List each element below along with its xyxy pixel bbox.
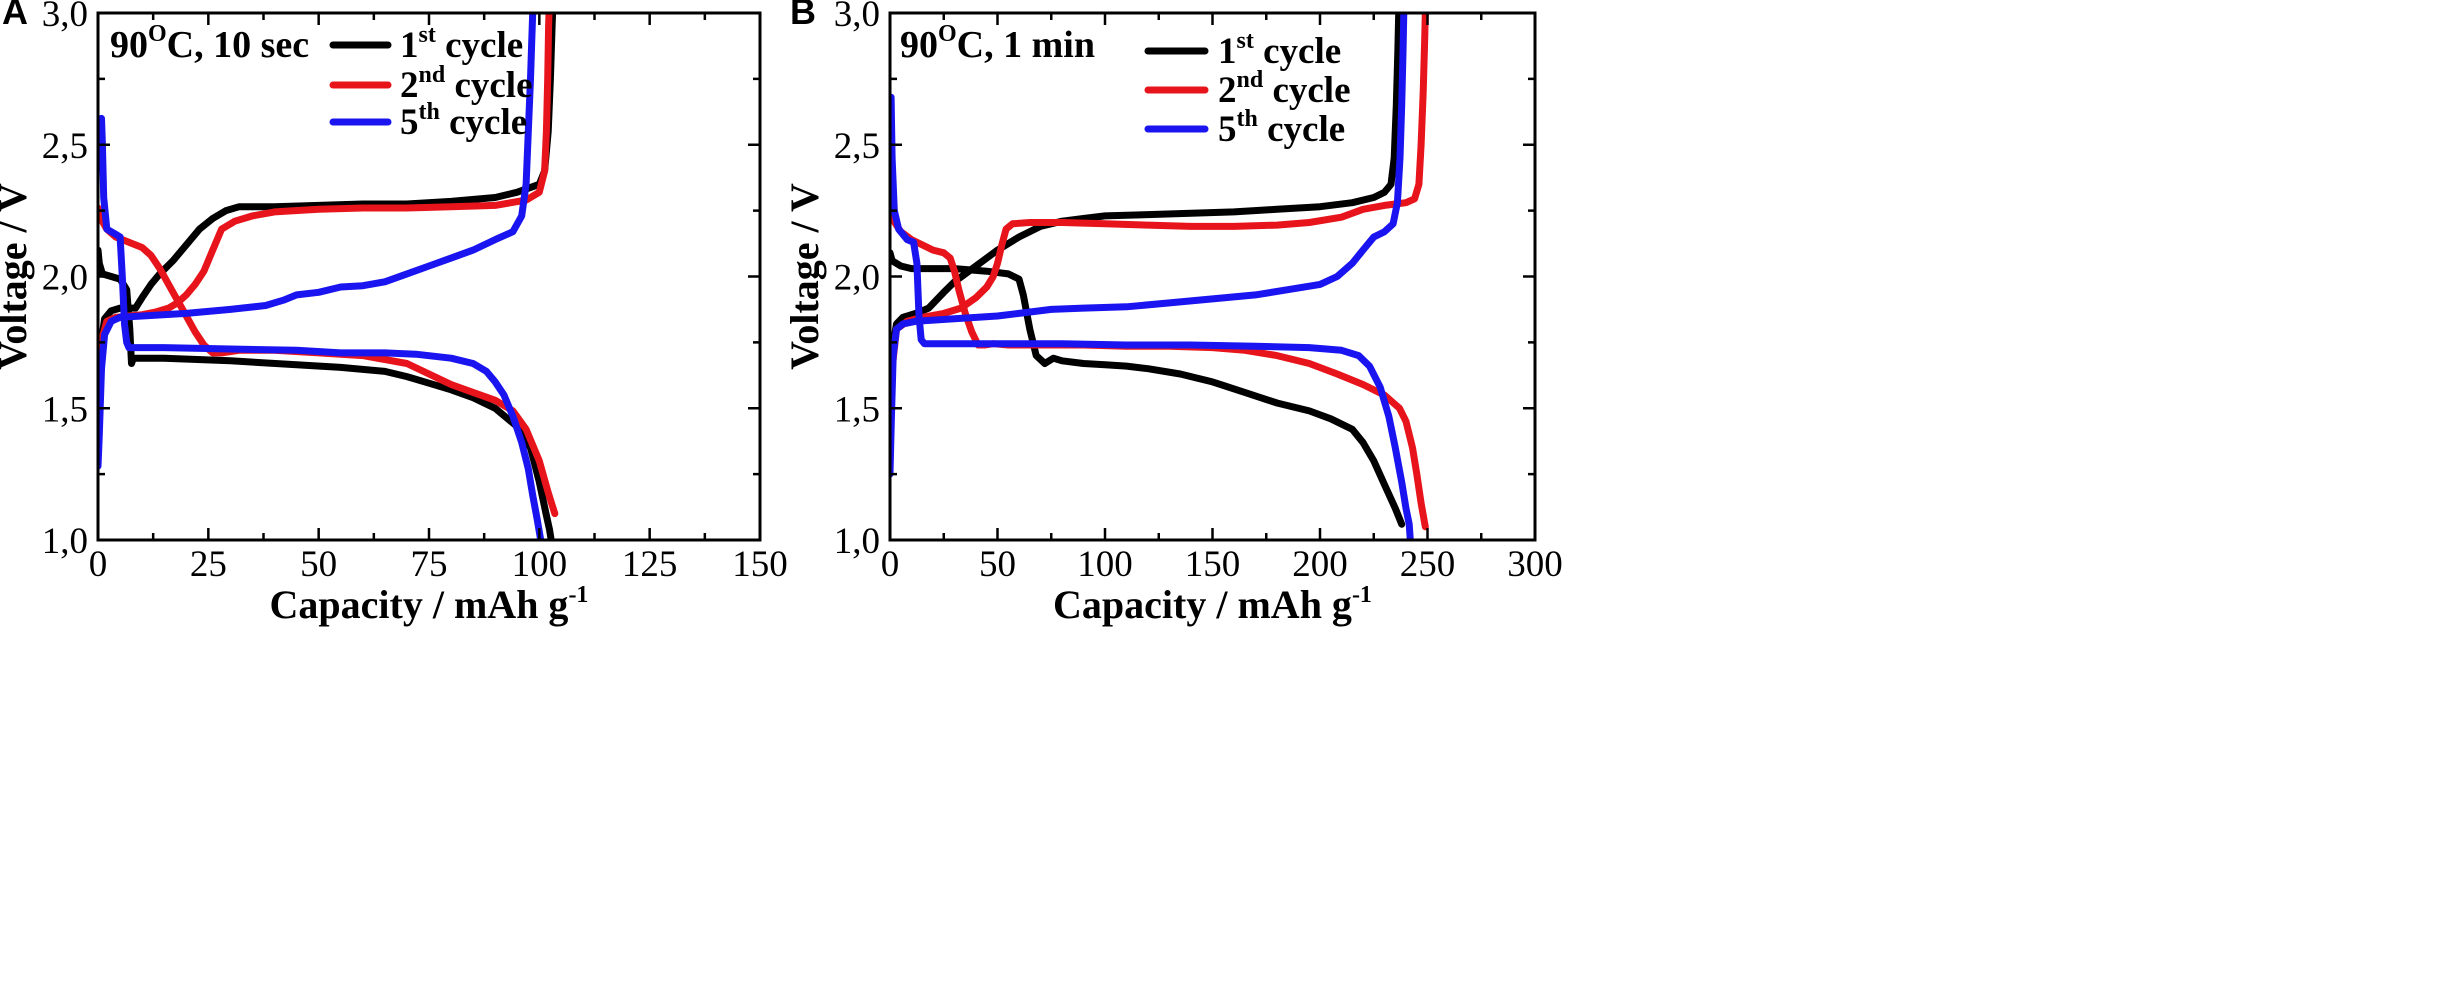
condition-annotation: 90OC, 10 sec	[110, 21, 309, 66]
legend-label: 5th cycle	[400, 99, 527, 143]
x-tick-label: 25	[190, 544, 227, 585]
x-tick-label: 150	[732, 544, 788, 585]
x-tick-label: 200	[1292, 544, 1348, 585]
series-group	[98, 13, 559, 540]
x-tick-label: 0	[89, 544, 108, 585]
series-line-1st-cycle-discharge	[890, 249, 1406, 528]
series-line-2nd-cycle-charge	[890, 13, 1429, 452]
x-tick-label: 250	[1400, 544, 1456, 585]
x-tick-label: 50	[979, 544, 1016, 585]
panel-letter: A	[2, 0, 28, 32]
panel-a-chart: 0 25 50 75 100 125 150 1,0 1,5 2,0 2,5 3,0 Capacity …	[0, 0, 788, 627]
x-tick-label: 100	[512, 544, 568, 585]
y-axis-title: Voltage / V	[0, 183, 35, 370]
series-line-5th-cycle-charge	[890, 13, 1408, 478]
y-tick-label: 3,0	[42, 0, 88, 35]
x-tick-label: 0	[881, 544, 900, 585]
legend-label: 1st cycle	[1218, 28, 1341, 72]
x-tick-label: 75	[411, 544, 448, 585]
legend-label: 2nd cycle	[400, 62, 533, 106]
x-tick-label: 100	[1077, 544, 1133, 585]
x-tick-label: 300	[1507, 544, 1563, 585]
y-tick-label: 2,5	[834, 126, 880, 167]
x-tick-label: 125	[622, 544, 678, 585]
series-group	[890, 13, 1429, 540]
x-tick-label: 150	[1185, 544, 1241, 585]
legend-label: 1st cycle	[400, 22, 523, 66]
legend-label: 2nd cycle	[1218, 67, 1351, 111]
condition-annotation: 90OC, 1 min	[900, 21, 1095, 66]
series-line-2nd-cycle-discharge	[98, 204, 559, 518]
series-line-5th-cycle-discharge	[890, 93, 1414, 540]
x-tick-label: 50	[300, 544, 337, 585]
x-axis-title: Capacity / mAh g-1	[1053, 582, 1372, 627]
legend-label: 5th cycle	[1218, 106, 1345, 150]
y-tick-label: 2,0	[834, 258, 880, 299]
y-tick-label: 3,0	[834, 0, 880, 35]
y-tick-label: 1,5	[42, 389, 88, 430]
plot-frame	[888, 11, 1537, 542]
y-tick-label: 2,5	[42, 126, 88, 167]
series-line-2nd-cycle-discharge	[890, 199, 1429, 531]
series-line-5th-cycle-charge	[98, 13, 537, 470]
y-tick-label: 2,0	[42, 258, 88, 299]
x-axis-title: Capacity / mAh g-1	[270, 582, 589, 627]
y-tick-label: 1,5	[834, 389, 880, 430]
panel-letter: B	[790, 0, 816, 32]
panel-b-chart: 0 50 100 150 200 250 300 1,0 1,5 2,0 2,5 3,0 Capacit…	[782, 0, 1563, 627]
y-axis-title: Voltage / V	[782, 183, 827, 370]
y-tick-label: 1,0	[42, 521, 88, 562]
y-tick-label: 1,0	[834, 521, 880, 562]
series-line-5th-cycle-discharge	[98, 114, 545, 540]
